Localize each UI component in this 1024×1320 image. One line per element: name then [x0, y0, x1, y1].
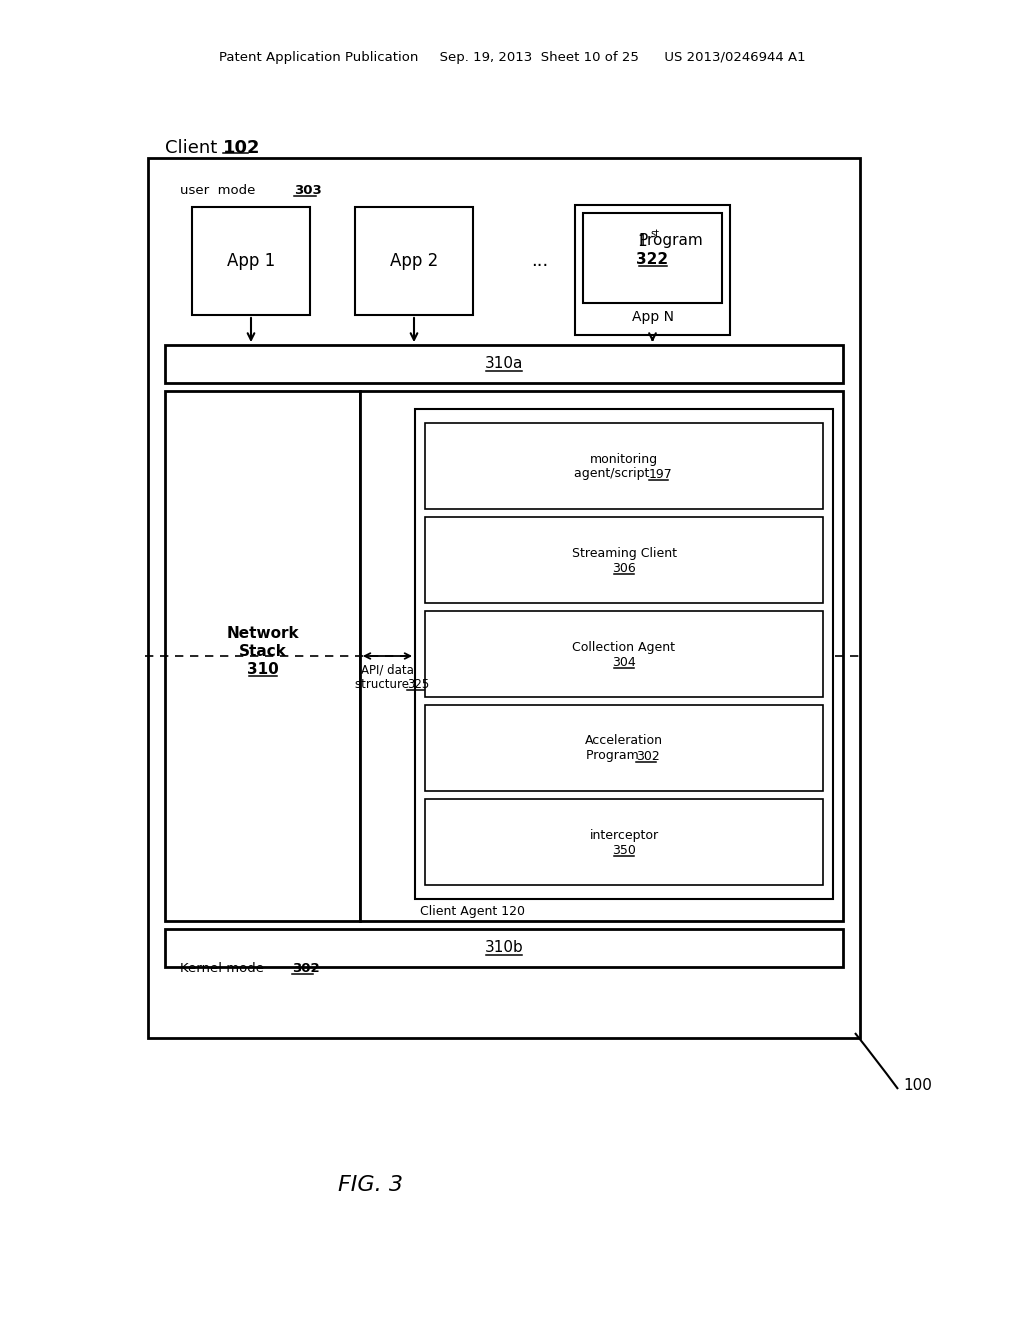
Text: agent/script: agent/script — [574, 467, 653, 480]
Text: App 1: App 1 — [227, 252, 275, 271]
Bar — [165, 345, 843, 383]
Text: 302: 302 — [292, 961, 319, 974]
Text: 310: 310 — [247, 663, 279, 677]
Text: 310b: 310b — [484, 940, 523, 956]
Text: FIG. 3: FIG. 3 — [338, 1175, 402, 1195]
Text: Network: Network — [226, 627, 299, 642]
Text: 1: 1 — [638, 234, 647, 248]
Text: App N: App N — [632, 310, 674, 323]
Text: Patent Application Publication     Sep. 19, 2013  Sheet 10 of 25      US 2013/02: Patent Application Publication Sep. 19, … — [219, 51, 805, 65]
Text: API/ data: API/ data — [361, 664, 414, 676]
Bar — [165, 173, 843, 1018]
Text: Client Agent 120: Client Agent 120 — [420, 904, 525, 917]
Bar — [425, 799, 823, 884]
Bar — [355, 207, 473, 315]
Text: App 2: App 2 — [390, 252, 438, 271]
Bar — [165, 391, 360, 921]
Text: Streaming Client: Streaming Client — [571, 548, 677, 561]
Text: 350: 350 — [612, 843, 636, 857]
Bar — [165, 929, 843, 968]
Text: 100: 100 — [903, 1078, 932, 1093]
Text: interceptor: interceptor — [590, 829, 658, 842]
Text: 306: 306 — [612, 561, 636, 574]
Text: 304: 304 — [612, 656, 636, 668]
Bar — [583, 213, 722, 304]
Text: structure: structure — [354, 677, 413, 690]
Text: 197: 197 — [648, 467, 672, 480]
Bar — [575, 205, 730, 335]
Bar — [425, 517, 823, 603]
Text: Program: Program — [586, 750, 642, 763]
Bar — [360, 391, 843, 921]
Text: st: st — [650, 228, 659, 239]
Text: 325: 325 — [407, 677, 429, 690]
Text: Kernel mode: Kernel mode — [180, 961, 268, 974]
Text: 303: 303 — [294, 183, 322, 197]
Text: 310a: 310a — [484, 356, 523, 371]
Text: ...: ... — [531, 252, 549, 271]
Text: 322: 322 — [637, 252, 669, 268]
Text: Program: Program — [638, 234, 702, 248]
Bar — [425, 705, 823, 791]
Bar — [425, 611, 823, 697]
Text: Collection Agent: Collection Agent — [572, 642, 676, 655]
Text: 102: 102 — [223, 139, 260, 157]
Text: user  mode: user mode — [180, 183, 260, 197]
Bar — [425, 422, 823, 510]
Text: Acceleration: Acceleration — [585, 734, 663, 747]
Text: Stack: Stack — [239, 644, 287, 659]
Text: Client: Client — [165, 139, 223, 157]
Bar — [415, 409, 833, 899]
Text: 302: 302 — [636, 750, 659, 763]
Bar — [193, 207, 310, 315]
Bar — [148, 158, 860, 1038]
Text: monitoring: monitoring — [590, 453, 658, 466]
